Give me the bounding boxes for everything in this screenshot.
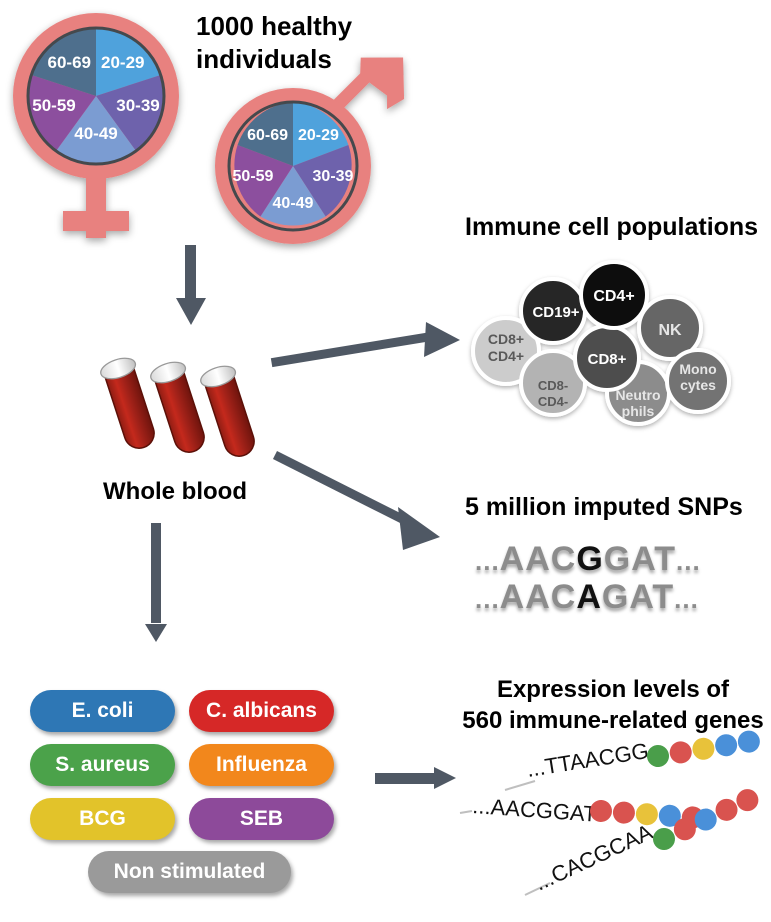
svg-text:30-39: 30-39 — [313, 168, 354, 185]
svg-text:20-29: 20-29 — [101, 53, 144, 72]
svg-text:CD8+: CD8+ — [488, 331, 524, 347]
svg-text:60-69: 60-69 — [48, 53, 91, 72]
svg-text:NK: NK — [658, 322, 682, 339]
svg-text:CD8+: CD8+ — [588, 351, 627, 368]
svg-text:...CACGCAA: ...CACGCAA — [531, 819, 657, 896]
svg-text:Mono: Mono — [679, 361, 716, 377]
svg-text:CD4+: CD4+ — [488, 348, 524, 364]
svg-text:30-39: 30-39 — [116, 96, 159, 115]
svg-text:40-49: 40-49 — [273, 195, 314, 212]
svg-text:CD8-: CD8- — [538, 378, 568, 393]
svg-text:Neutro: Neutro — [615, 387, 660, 403]
svg-text:cytes: cytes — [680, 377, 716, 393]
svg-text:50-59: 50-59 — [32, 96, 75, 115]
svg-text:...AACGGAT: ...AACGGAT — [472, 793, 598, 827]
svg-text:CD4-: CD4- — [538, 394, 568, 409]
svg-text:CD4+: CD4+ — [593, 288, 634, 305]
svg-text:40-49: 40-49 — [74, 124, 117, 143]
svg-text:60-69: 60-69 — [247, 127, 288, 144]
svg-text:...TTAACGG: ...TTAACGG — [525, 738, 650, 782]
svg-text:CD19+: CD19+ — [532, 304, 579, 321]
svg-text:50-59: 50-59 — [233, 168, 274, 185]
svg-text:20-29: 20-29 — [298, 127, 339, 144]
svg-text:phils: phils — [622, 403, 655, 419]
